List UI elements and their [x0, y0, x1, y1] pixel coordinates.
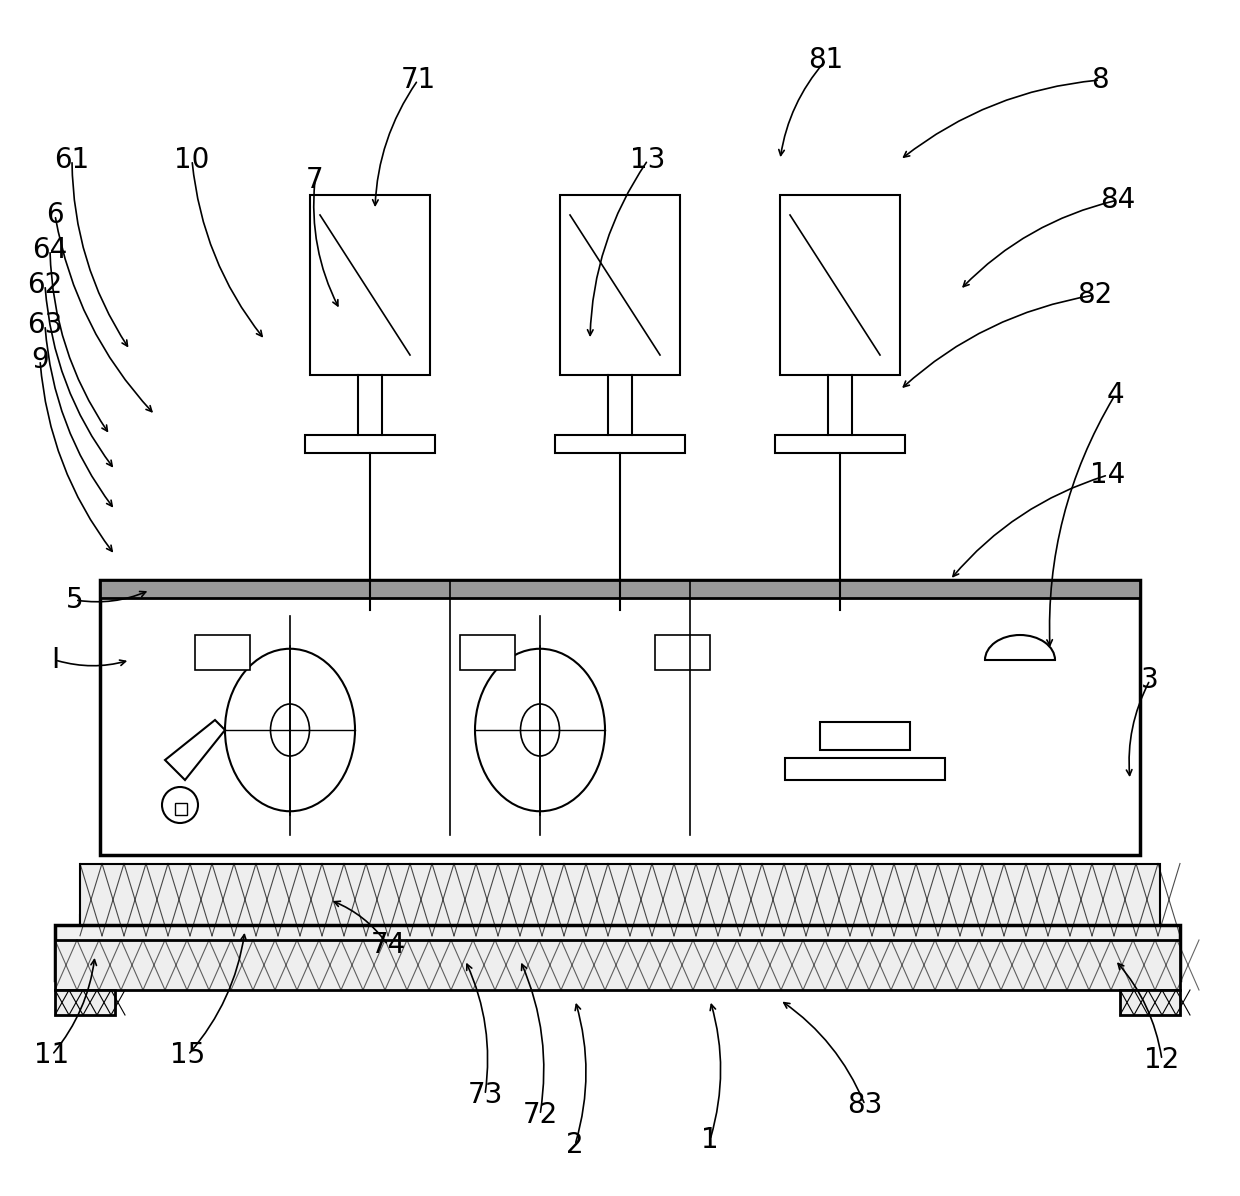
Text: 83: 83 [847, 1091, 883, 1119]
Bar [655, 635, 711, 670]
Bar [310, 195, 430, 376]
Text: 4: 4 [1106, 382, 1123, 409]
Text: 12: 12 [1145, 1046, 1179, 1074]
Bar [55, 940, 1180, 990]
Text: 82: 82 [1078, 281, 1112, 309]
Text: 13: 13 [630, 146, 666, 173]
Text: 15: 15 [170, 1041, 206, 1069]
Text: 14: 14 [1090, 460, 1126, 489]
Bar [780, 195, 900, 376]
Bar [820, 722, 910, 750]
Text: 7: 7 [306, 166, 324, 194]
Text: 71: 71 [401, 66, 435, 94]
Bar [175, 803, 187, 814]
Text: 63: 63 [27, 311, 63, 338]
Bar [55, 990, 115, 1015]
Circle shape [162, 787, 198, 823]
Bar [195, 635, 250, 670]
Bar [100, 580, 1140, 855]
Text: 74: 74 [371, 930, 405, 959]
Bar [775, 435, 905, 453]
Text: 62: 62 [27, 271, 63, 299]
Text: 73: 73 [467, 1081, 502, 1109]
Text: 72: 72 [522, 1102, 558, 1129]
Bar [100, 580, 1140, 598]
Text: 3: 3 [1141, 666, 1159, 694]
Ellipse shape [270, 704, 310, 756]
Text: 64: 64 [32, 236, 68, 264]
Bar [81, 915, 1159, 940]
Text: 2: 2 [567, 1131, 584, 1159]
Bar [460, 635, 515, 670]
Bar [560, 195, 680, 376]
Bar [55, 925, 1180, 980]
Bar [81, 864, 1159, 935]
Bar [1120, 990, 1180, 1015]
Bar [785, 758, 945, 780]
Text: 1: 1 [701, 1125, 719, 1154]
Ellipse shape [475, 648, 605, 811]
Text: 81: 81 [808, 45, 843, 74]
Text: 61: 61 [55, 146, 89, 173]
Bar [556, 435, 684, 453]
Text: 84: 84 [1100, 187, 1136, 214]
Text: I: I [51, 646, 60, 675]
Text: 11: 11 [35, 1041, 69, 1069]
Text: 9: 9 [31, 346, 48, 374]
Text: 8: 8 [1091, 66, 1109, 94]
Text: 5: 5 [66, 586, 84, 614]
Text: 6: 6 [46, 201, 63, 228]
Text: 10: 10 [175, 146, 210, 173]
Ellipse shape [224, 648, 355, 811]
Bar [305, 435, 435, 453]
Ellipse shape [521, 704, 559, 756]
